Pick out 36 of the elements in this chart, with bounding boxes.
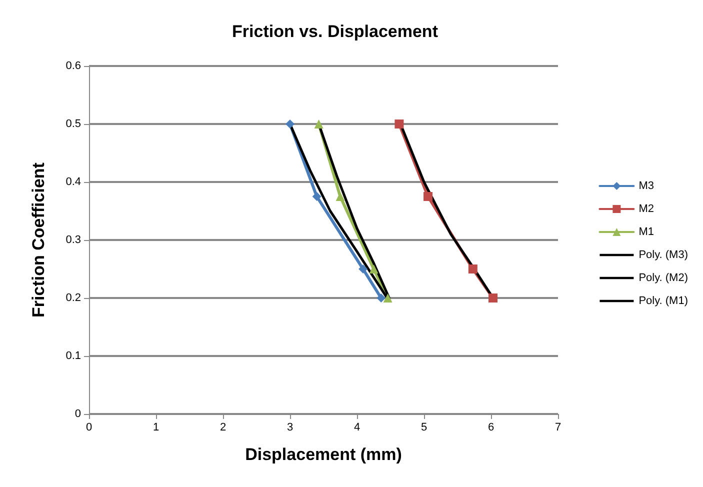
legend-label: Poly. (M1) bbox=[638, 295, 688, 307]
point bbox=[488, 294, 498, 302]
point bbox=[394, 120, 404, 128]
legend-label: Poly. (M3) bbox=[638, 249, 688, 261]
x-tick-label: 4 bbox=[354, 422, 360, 434]
y-tick-label: 0.6 bbox=[66, 60, 81, 72]
y-axis-title: Friction Coefficient bbox=[29, 162, 48, 318]
x-tick-label: 6 bbox=[488, 422, 494, 434]
point bbox=[468, 264, 478, 274]
y-tick-label: 0 bbox=[74, 408, 81, 420]
x-tick-label: 5 bbox=[420, 422, 428, 434]
y-tick-label: 0.2 bbox=[66, 292, 81, 304]
point bbox=[336, 192, 345, 201]
chart-title: Friction vs. Displacement bbox=[232, 22, 438, 41]
x-tick-label: 2 bbox=[220, 422, 226, 434]
point bbox=[376, 294, 386, 302]
x-tick-label: 1 bbox=[152, 422, 160, 434]
y-tick-label: 0.3 bbox=[66, 234, 81, 246]
y-tick-label: 0.5 bbox=[66, 118, 81, 130]
legend-label: M3 bbox=[638, 180, 654, 192]
legend-label: M1 bbox=[638, 226, 654, 238]
x-tick-label: 3 bbox=[286, 422, 294, 434]
y-tick-label: 0.1 bbox=[66, 350, 81, 362]
point bbox=[369, 264, 378, 274]
x-tick-label: 7 bbox=[554, 422, 562, 434]
point bbox=[314, 120, 324, 128]
point bbox=[286, 120, 294, 128]
legend-label: Poly. (M2) bbox=[638, 272, 688, 284]
legend-label: M2 bbox=[638, 203, 654, 215]
y-tick-label: 0.4 bbox=[66, 176, 81, 188]
point bbox=[358, 264, 368, 274]
point bbox=[424, 192, 433, 201]
point bbox=[312, 192, 322, 201]
point bbox=[383, 294, 392, 302]
x-axis-title: Displacement (mm) bbox=[245, 445, 402, 464]
x-tick-label: 0 bbox=[86, 422, 92, 434]
